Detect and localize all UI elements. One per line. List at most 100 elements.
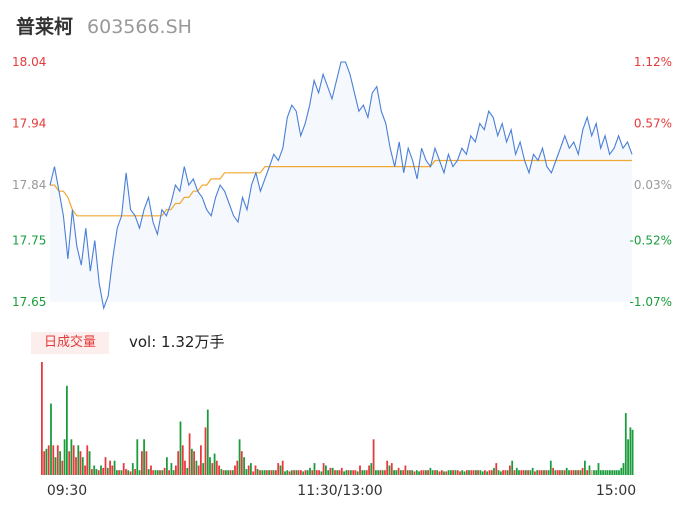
volume-bar xyxy=(188,433,191,475)
volume-bar xyxy=(263,470,266,475)
y-tick-right: 1.12% xyxy=(634,55,672,69)
volume-bar xyxy=(109,460,111,475)
volume-bar xyxy=(413,471,416,475)
volume-bar xyxy=(595,470,598,475)
volume-bar xyxy=(438,471,441,475)
y-tick-left: 18.04 xyxy=(12,55,46,69)
volume-bar xyxy=(490,470,493,475)
volume-bar xyxy=(488,470,491,475)
volume-bar xyxy=(606,470,609,475)
volume-bar xyxy=(509,465,511,475)
volume-bar xyxy=(245,469,248,475)
volume-bar xyxy=(88,451,91,475)
volume-bar xyxy=(281,460,284,475)
volume-bar xyxy=(163,467,166,475)
y-tick-left: 17.75 xyxy=(12,233,46,247)
volume-bar xyxy=(631,429,634,475)
volume-bar xyxy=(445,471,448,475)
volume-bar xyxy=(463,471,466,475)
volume-bar xyxy=(538,470,541,475)
volume-bar xyxy=(515,467,518,475)
volume-bar xyxy=(354,470,357,475)
volume-bar xyxy=(506,470,509,475)
volume-bar xyxy=(531,467,534,475)
volume-bar xyxy=(504,470,507,475)
volume-bar xyxy=(250,463,252,475)
volume-bar xyxy=(127,470,130,475)
volume-bar xyxy=(136,439,139,475)
volume-bar xyxy=(56,445,59,475)
stock-name: 普莱柯 xyxy=(16,16,74,38)
y-tick-right: -0.52% xyxy=(630,233,672,247)
y-tick-right: -1.07% xyxy=(630,295,672,309)
volume-bar xyxy=(563,470,566,475)
volume-bar xyxy=(261,470,264,475)
price-panel xyxy=(49,61,633,311)
volume-bar xyxy=(502,470,504,475)
stock-code: 603566.SH xyxy=(87,16,192,38)
volume-bar xyxy=(493,467,495,475)
volume-bar xyxy=(511,460,514,475)
volume-bar xyxy=(372,439,375,475)
volume-bar xyxy=(275,470,277,475)
volume-bar xyxy=(329,467,332,475)
volume-bar xyxy=(361,470,364,475)
volume-bar xyxy=(236,460,239,475)
volume-bar xyxy=(425,470,427,475)
volume-bar xyxy=(309,467,311,475)
volume-bar xyxy=(327,470,330,475)
volume-bar xyxy=(377,470,380,475)
y-tick-right: 0.57% xyxy=(634,117,672,131)
volume-bar xyxy=(52,445,55,475)
volume-bar xyxy=(559,470,561,475)
volume-bar xyxy=(513,470,516,475)
volume-bar xyxy=(622,463,625,475)
volume-bar xyxy=(554,470,557,475)
volume-bar xyxy=(170,463,173,475)
volume-bar xyxy=(138,470,141,475)
volume-bar xyxy=(479,470,482,475)
volume-bar xyxy=(297,470,300,475)
volume-bar xyxy=(61,460,64,475)
x-tick-label: 09:30 xyxy=(47,483,87,499)
volume-bar xyxy=(406,470,409,475)
volume-bar xyxy=(429,467,432,475)
x-tick-label: 15:00 xyxy=(596,483,636,499)
volume-bar xyxy=(336,470,339,475)
volume-bar xyxy=(200,445,202,475)
volume-bar xyxy=(304,470,307,475)
volume-bar xyxy=(284,471,286,475)
volume-bar xyxy=(468,470,470,475)
volume-bar xyxy=(102,467,105,475)
volume-bar xyxy=(229,470,232,475)
volume-bar xyxy=(91,469,93,475)
volume-bar xyxy=(547,470,550,475)
volume-bar xyxy=(338,470,341,475)
volume-bar xyxy=(286,470,289,475)
volume-bar xyxy=(486,471,489,475)
volume-bar xyxy=(172,470,175,475)
volume-bar xyxy=(104,457,107,475)
volume-bar xyxy=(202,463,205,475)
volume-bar xyxy=(447,470,450,475)
volume-bar xyxy=(347,470,350,475)
volume-bar xyxy=(220,469,223,475)
volume-panel xyxy=(41,362,634,475)
volume-bar xyxy=(225,470,227,475)
volume-bar xyxy=(68,451,71,475)
volume-bar xyxy=(443,471,445,475)
volume-bar xyxy=(604,470,607,475)
volume-bar xyxy=(561,470,564,475)
volume-bar xyxy=(431,470,434,475)
volume-bar xyxy=(484,470,486,475)
volume-bar xyxy=(120,470,123,475)
volume-bar xyxy=(384,470,386,475)
volume-bar xyxy=(195,460,198,475)
volume-bar xyxy=(320,471,323,475)
volume-bar xyxy=(111,465,114,475)
volume-bar xyxy=(325,465,327,475)
y-tick-left: 17.84 xyxy=(12,178,46,192)
volume-bar xyxy=(475,470,477,475)
y-tick-left: 17.94 xyxy=(12,117,46,131)
volume-bar xyxy=(252,471,255,475)
